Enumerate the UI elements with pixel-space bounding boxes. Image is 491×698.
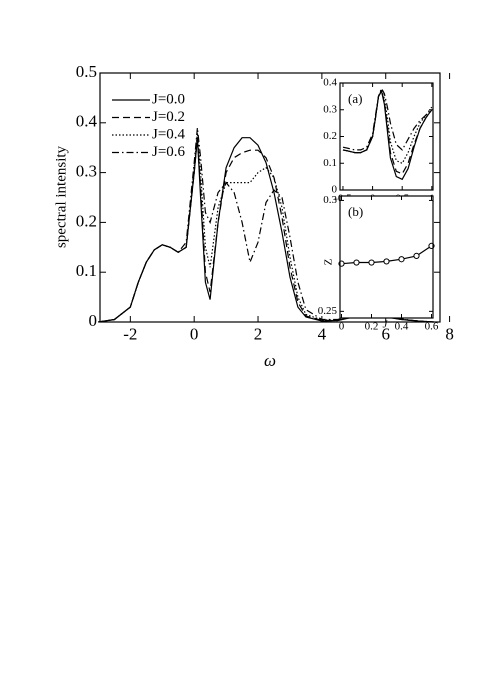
y-tick-label: 0.4 <box>323 77 337 89</box>
x-tick-label: 0.2 <box>365 320 379 332</box>
y-tick-label: 0.1 <box>76 261 97 280</box>
y-tick-label: 0.1 <box>323 157 337 169</box>
y-tick-label: 0.3 <box>323 194 337 206</box>
legend-label: J=0.2 <box>152 109 185 125</box>
y-tick-label: 0.25 <box>318 305 338 317</box>
point <box>353 259 360 266</box>
legend-label: J=0.6 <box>152 144 186 160</box>
x-tick-label: 0 <box>339 320 345 332</box>
x-tick-label: 0 <box>190 325 199 344</box>
x-tick-label: 8 <box>445 325 454 344</box>
y-axis-label: spectral intensity <box>53 145 69 248</box>
point <box>368 259 375 266</box>
point <box>383 258 390 265</box>
x-tick-label: 4 <box>318 325 327 344</box>
y-tick-label: 0 <box>332 184 338 196</box>
y-axis-label: Z <box>323 258 335 265</box>
panel-label: (a) <box>348 91 362 106</box>
y-tick-label: 0.3 <box>323 103 337 115</box>
x-tick-label: 2 <box>254 325 263 344</box>
y-tick-label: 0.3 <box>76 162 97 181</box>
axes-frame <box>339 82 434 191</box>
y-tick-label: 0 <box>89 311 98 330</box>
series-line <box>98 132 434 323</box>
x-tick-label: -2 <box>123 325 137 344</box>
axes-frame <box>339 195 434 319</box>
y-tick-label: 0.5 <box>76 62 97 81</box>
point <box>413 252 420 259</box>
legend-label: J=0.4 <box>152 126 186 142</box>
axes-frame <box>99 72 441 323</box>
x-tick-label: 0.6 <box>425 320 439 332</box>
legend-label: J=0.0 <box>152 91 185 107</box>
x-tick-label: 6 <box>381 325 390 344</box>
y-tick-label: 0.4 <box>76 112 98 131</box>
series-line <box>98 137 434 323</box>
x-axis-label: J <box>383 319 389 331</box>
y-tick-label: 0.2 <box>76 211 97 230</box>
y-tick-label: 0.2 <box>323 130 337 142</box>
series-line <box>342 86 433 151</box>
x-axis-label: ω <box>264 351 276 370</box>
panel-label: (b) <box>348 204 363 219</box>
point <box>398 256 405 263</box>
series-line <box>342 88 433 165</box>
x-tick-label: 0.4 <box>395 320 409 332</box>
series-line <box>98 127 434 323</box>
